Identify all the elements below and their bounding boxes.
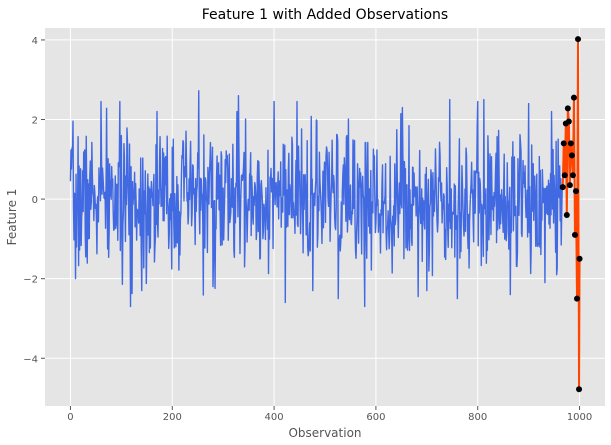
data-point [574,295,580,302]
chart-title: Feature 1 with Added Observations [202,7,448,23]
y-tick-label: −2 [23,275,38,286]
y-tick-label: 4 [32,36,38,47]
y-tick-label: 2 [32,116,38,127]
data-point [568,152,575,159]
y-tick-label: −4 [23,354,38,365]
x-tick-label: 0 [67,412,73,423]
x-tick-label: 400 [265,412,284,423]
data-point [560,140,567,147]
y-axis-label: Feature 1 [5,189,19,246]
data-point [559,184,566,191]
data-point [575,36,582,43]
x-tick-label: 800 [468,412,487,423]
data-point [572,188,579,195]
x-axis-label: Observation [288,426,361,440]
data-point [571,231,578,238]
data-point [563,212,570,219]
data-point [567,140,574,147]
x-tick-label: 1000 [567,412,592,423]
data-series [69,36,583,393]
x-tick-label: 600 [366,412,385,423]
data-point [565,118,572,125]
series-line-2 [561,38,581,391]
data-point [566,182,573,189]
data-point [564,105,571,112]
series-line-1 [69,90,563,308]
x-tick-label: 200 [163,412,182,423]
y-tick-label: 0 [32,195,38,206]
data-point [569,172,576,179]
data-point [561,172,568,179]
data-point [576,255,583,262]
data-point [570,94,577,101]
tick-labels: 0 200 400 600 800 1000 −4 −2 0 2 4 [23,36,592,423]
data-point [576,386,583,393]
